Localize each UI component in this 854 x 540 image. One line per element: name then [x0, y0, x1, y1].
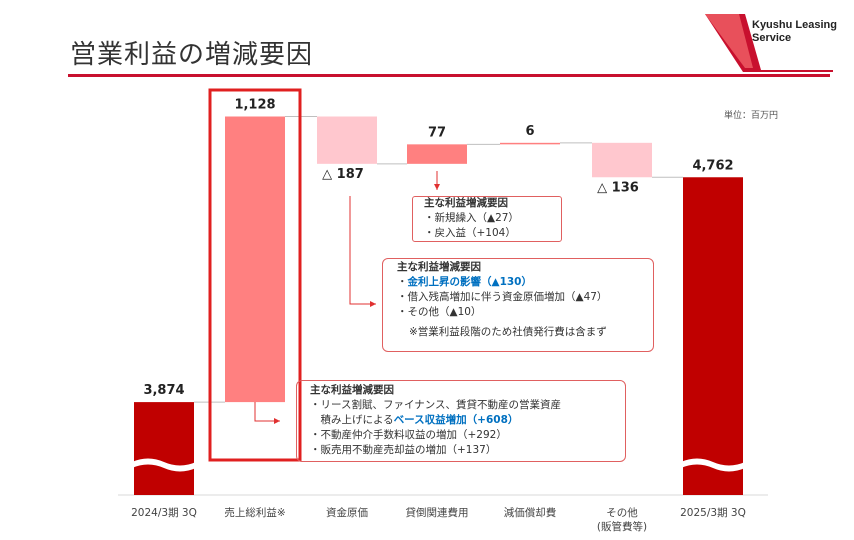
note-bullet: ・ — [397, 276, 408, 288]
data-label: 6 — [525, 124, 534, 139]
bar — [500, 142, 560, 145]
note-line: ・不動産仲介手数料収益の増加（+292） — [310, 429, 507, 441]
note-highlight: 金利上昇の影響（▲130） — [407, 276, 533, 288]
unit-label: 単位：百万円 — [724, 111, 779, 121]
callout-arrow-funding-head — [370, 301, 376, 307]
bar — [225, 116, 285, 403]
note-bad-debt: 主な利益増減要因 ・新規繰入（▲27） ・戻入益（+104） — [424, 196, 519, 241]
note-gross-profit: 主な利益増減要因 ・リース割賦、ファイナンス、賃貸不動産の営業資産 積み上げによ… — [310, 383, 561, 458]
note-funding: 主な利益増減要因 ・金利上昇の影響（▲130） ・借入残高増加に伴う資金原価増加… — [397, 260, 607, 340]
data-label: 4,762 — [692, 158, 733, 173]
data-label: 1,128 — [234, 97, 275, 112]
company-logo — [705, 14, 833, 72]
x-tick-label: 売上総利益※ — [224, 506, 285, 519]
x-tick-label: 貸倒関連費用 — [406, 506, 469, 519]
note-line: ・戻入益（+104） — [424, 227, 516, 239]
note-line: ・リース割賦、ファイナンス、賃貸不動産の営業資産 — [310, 399, 562, 411]
callout-arrow-funding — [349, 196, 376, 305]
note-line: ・借入残高増加に伴う資金原価増加（▲47） — [397, 291, 608, 303]
highlight-box — [208, 88, 302, 462]
note-bracket-gross-profit — [296, 380, 626, 462]
x-tick-label: 2024/3期 3Q — [131, 507, 197, 519]
x-tick-label: 資金原価 — [326, 506, 368, 519]
note-line: ・販売用不動産売却益の増加（+137） — [310, 444, 497, 456]
note-line-prefix: 積み上げによる — [310, 414, 394, 426]
note-bracket-funding — [382, 258, 654, 352]
title-underline — [68, 74, 830, 77]
bar — [683, 177, 743, 495]
x-tick-label: (販管費等) — [597, 520, 647, 533]
x-tick-label: その他 — [606, 506, 638, 519]
data-label: △ 136 — [597, 180, 639, 195]
data-label: 77 — [428, 125, 446, 140]
note-footnote: ※営業利益段階のため社債発行費は含まず — [409, 326, 607, 338]
bar — [592, 142, 652, 178]
x-tick-label: 2025/3期 3Q — [680, 507, 746, 519]
bar — [134, 402, 194, 495]
callout-arrow-gross-profit-head — [274, 418, 280, 424]
bar — [407, 144, 467, 164]
x-tick-label: 減価償却費 — [504, 506, 557, 519]
axis-break-mark — [681, 458, 745, 472]
page-title: 営業利益の増減要因 — [70, 40, 314, 70]
note-bracket-bad-debt — [412, 196, 562, 242]
note-line: ・その他（▲10） — [397, 306, 482, 318]
axis-break-mark — [132, 458, 196, 472]
note-line: ・新規繰入（▲27） — [424, 212, 519, 224]
note-highlight: ベース収益増加（+608） — [393, 414, 519, 426]
bar — [317, 116, 377, 164]
logo-line-1: Kyushu Leasing — [752, 19, 837, 31]
callout-arrow-bad-debt-head — [434, 184, 440, 190]
note-heading: 主な利益増減要因 — [397, 261, 481, 273]
logo-text: Kyushu Leasing Service — [752, 19, 837, 45]
data-label: △ 187 — [322, 167, 364, 182]
logo-line-2: Service — [752, 32, 792, 44]
data-label: 3,874 — [143, 383, 184, 398]
note-heading: 主な利益増減要因 — [424, 197, 508, 209]
callout-arrow-gross-profit — [254, 402, 280, 422]
note-heading: 主な利益増減要因 — [310, 384, 394, 396]
